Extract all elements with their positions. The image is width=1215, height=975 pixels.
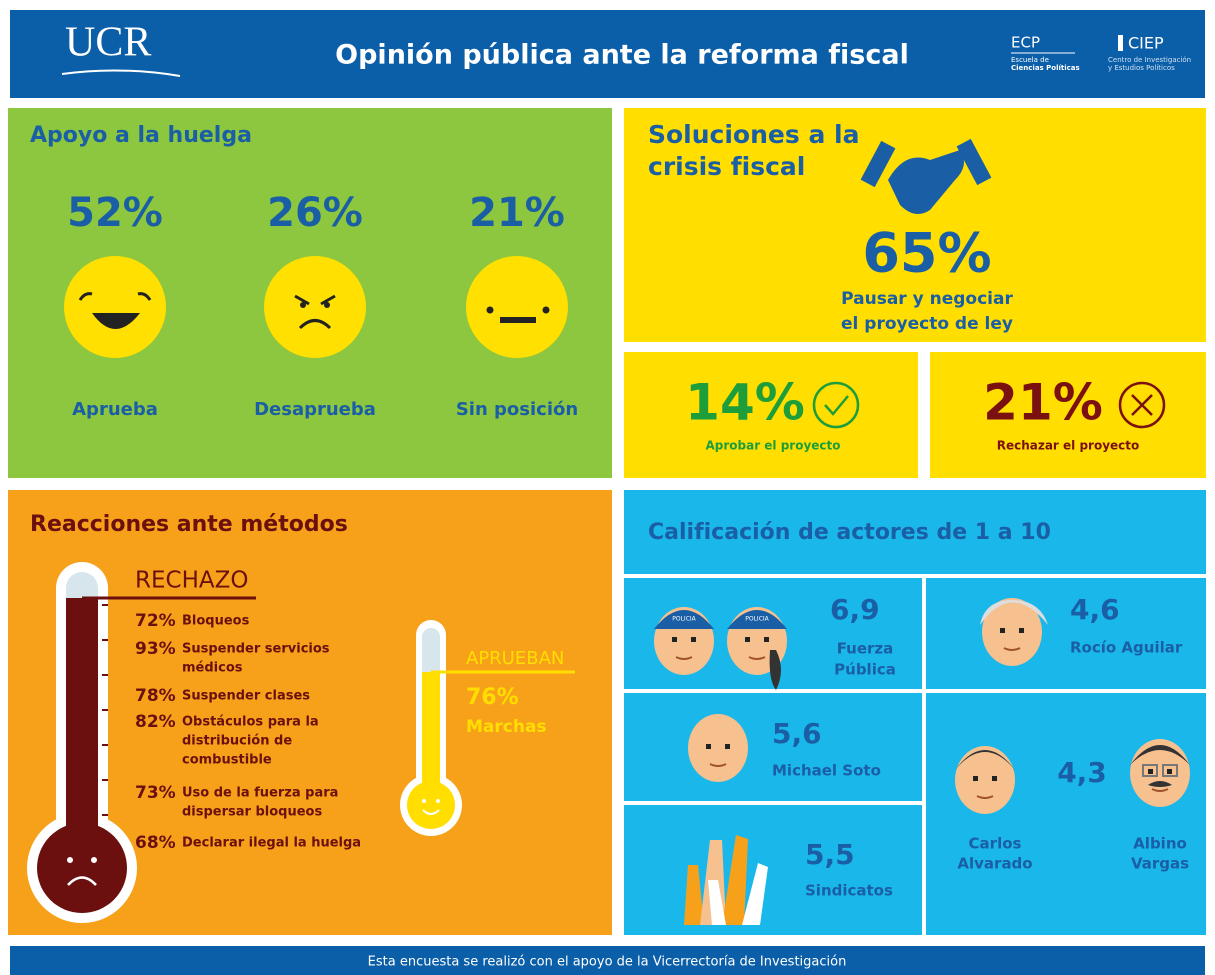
- method-label: combustible: [182, 753, 272, 768]
- infographic: UCR Opinión pública ante la reforma fisc…: [0, 0, 1215, 975]
- logo: UCR: [65, 20, 151, 66]
- cap-label: POLICIA: [672, 616, 696, 623]
- actor-name: Albino: [1133, 835, 1187, 853]
- reject-label: Rechazar el proyecto: [997, 439, 1140, 453]
- score: 5,6: [772, 717, 822, 750]
- section-title: Soluciones a la: [648, 120, 859, 149]
- happy-face: [64, 256, 166, 358]
- eye: [1148, 769, 1153, 774]
- eye: [992, 776, 997, 781]
- eye: [706, 744, 711, 749]
- score: 6,9: [830, 593, 880, 626]
- actor-name: Carlos: [969, 835, 1022, 853]
- eye: [745, 637, 750, 642]
- actor-face: [955, 746, 1015, 814]
- face: [688, 714, 748, 782]
- eye: [973, 776, 978, 781]
- section-title: crisis fiscal: [648, 152, 805, 181]
- actor-face: [1130, 739, 1190, 807]
- label: Desaprueba: [254, 399, 376, 420]
- approve-percentage: 76%: [466, 685, 519, 710]
- method-label: Bloqueos: [182, 614, 250, 629]
- method-label: Suspender servicios: [182, 642, 330, 657]
- ecp-sub: Escuela de: [1011, 56, 1049, 64]
- section-title: Reacciones ante métodos: [30, 512, 348, 537]
- percentage: 52%: [67, 190, 163, 236]
- percentage: 26%: [267, 190, 363, 236]
- percentage: 68%: [135, 833, 176, 853]
- main-percentage: 65%: [862, 222, 991, 285]
- neutral-face: [466, 256, 568, 358]
- eye: [1167, 769, 1172, 774]
- actor-name: Rocío Aguilar: [1070, 639, 1183, 657]
- actor-name: Pública: [834, 661, 896, 679]
- eye: [725, 744, 730, 749]
- method-label: distribución de: [182, 734, 292, 749]
- score: 5,5: [805, 838, 855, 871]
- ecp-sub: Ciencias Políticas: [1011, 64, 1080, 72]
- method-label: Suspender clases: [182, 689, 310, 704]
- actor-name: Sindicatos: [805, 882, 893, 900]
- main-label: Pausar y negociar: [841, 289, 1013, 309]
- header-title: Opinión pública ante la reforma fiscal: [335, 40, 909, 71]
- eye: [1019, 628, 1024, 633]
- reject-heading: RECHAZO: [135, 568, 248, 594]
- percentage: 21%: [469, 190, 565, 236]
- main-label: el proyecto de ley: [841, 314, 1013, 334]
- eye: [672, 637, 677, 642]
- eye: [1000, 628, 1005, 633]
- method-label: médicos: [182, 661, 243, 676]
- section-title: Apoyo a la huelga: [30, 123, 252, 148]
- page: Opinión pública ante la reforma fiscal h…: [0, 0, 1215, 975]
- approve-percentage: 14%: [685, 374, 805, 432]
- ecp-logo: ECP: [1011, 34, 1040, 52]
- reject-percentage: 21%: [983, 374, 1103, 432]
- actor-name: Alvarado: [957, 855, 1032, 873]
- method-label: Uso de la fuerza para: [182, 786, 338, 801]
- label: Aprueba: [72, 399, 158, 420]
- approve-label: Marchas: [466, 717, 547, 737]
- approve-heading: APRUEBAN: [466, 648, 564, 669]
- percentage: 72%: [135, 611, 176, 631]
- actor-name: Vargas: [1131, 855, 1189, 873]
- face: [955, 746, 1015, 814]
- label: Sin posición: [456, 399, 578, 420]
- ciep-sub: y Estudios Políticos: [1108, 64, 1175, 72]
- actor-name: Michael Soto: [772, 762, 881, 780]
- footer-text: Esta encuesta se realizó con el apoyo de…: [368, 955, 847, 970]
- score: 4,3: [1057, 756, 1107, 789]
- ciep-icon: [1118, 35, 1123, 51]
- approve-label: Aprobar el proyecto: [705, 439, 840, 453]
- method-label: Obstáculos para la: [182, 715, 319, 730]
- score: 4,6: [1070, 593, 1120, 626]
- ciep-logo: CIEP: [1128, 34, 1164, 53]
- section-title: Calificación de actores de 1 a 10: [648, 520, 1051, 545]
- actor-name: Fuerza: [837, 640, 894, 658]
- ciep-sub: Centro de Investigación: [1108, 56, 1191, 64]
- eye: [691, 637, 696, 642]
- method-label: Declarar ilegal la huelga: [182, 836, 361, 851]
- actor-face: [688, 714, 748, 782]
- method-label: dispersar bloqueos: [182, 805, 322, 820]
- actor-face: POLICIA: [654, 607, 714, 675]
- percentage: 78%: [135, 686, 176, 706]
- eye: [764, 637, 769, 642]
- percentage: 93%: [135, 639, 176, 659]
- angry-face: [264, 256, 366, 358]
- cap-label: POLICIA: [745, 616, 769, 623]
- body: { "header": { "logo": "UCR", "title": "O…: [0, 0, 1215, 975]
- percentage: 73%: [135, 783, 176, 803]
- percentage: 82%: [135, 712, 176, 732]
